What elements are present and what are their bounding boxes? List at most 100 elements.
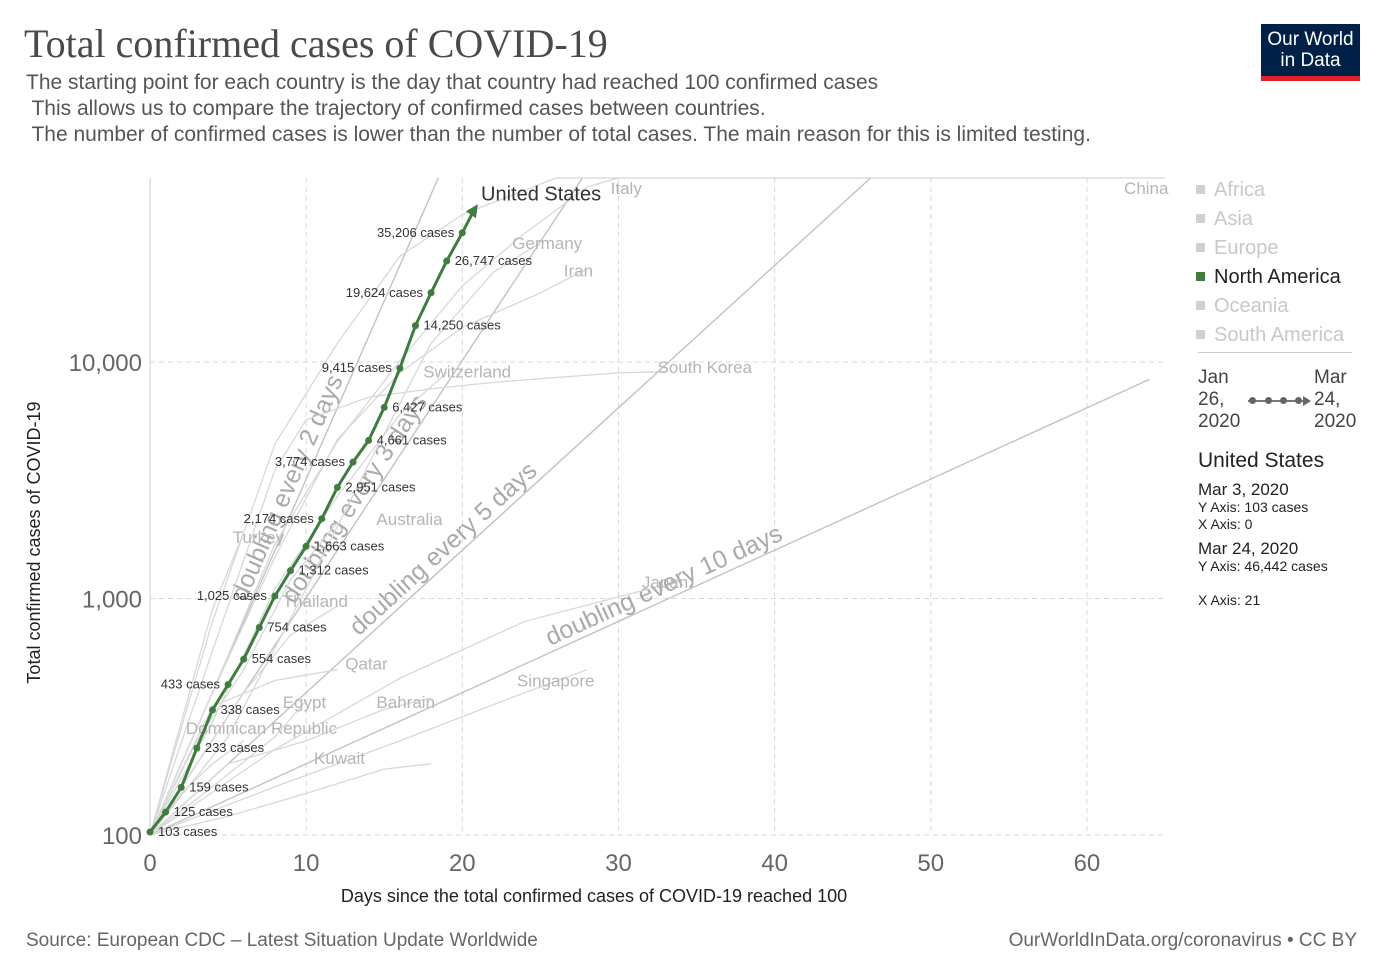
data-point [349, 458, 357, 466]
x-tick-label: 20 [449, 850, 476, 877]
data-label: 9,415 cases [322, 360, 393, 375]
x-tick-label: 10 [293, 850, 320, 877]
legend-label: Oceania [1214, 295, 1289, 317]
legend-label: Asia [1214, 208, 1253, 230]
series-line [149, 242, 541, 836]
series-line [149, 532, 245, 836]
timeline-start-day: 26, [1198, 389, 1225, 410]
highlight-arrowhead [465, 204, 478, 219]
data-label: 233 cases [205, 740, 265, 755]
owid-logo[interactable]: Our World in Data [1261, 24, 1360, 81]
subtitle-line-1: The starting point for each country is t… [26, 71, 879, 94]
timeline-end-label[interactable]: Mar 24, 2020 [1314, 367, 1374, 433]
doubling-line [149, 177, 872, 836]
legend-item-oceania[interactable]: Oceania [1196, 292, 1344, 321]
license-link[interactable]: OurWorldInData.org/coronavirus • CC BY [1008, 930, 1357, 951]
legend-item-south-america[interactable]: South America [1196, 321, 1344, 350]
series-label: South Korea [658, 358, 753, 377]
grid-lines [150, 178, 1165, 836]
series-label-united-states: United States [481, 184, 601, 206]
timeline-track[interactable] [1248, 400, 1308, 402]
legend-label: North America [1214, 266, 1341, 288]
series-label: Kuwait [314, 749, 365, 768]
series-line [149, 588, 650, 836]
data-point [255, 624, 263, 632]
series-label: Australia [376, 510, 443, 529]
legend-swatch [1196, 243, 1205, 252]
data-label: 1,025 cases [197, 588, 268, 603]
timeline-handle-end[interactable] [1303, 396, 1311, 406]
data-point [427, 289, 435, 297]
legend-divider [1198, 352, 1352, 353]
x-tick-label: 50 [917, 850, 944, 877]
data-label: 3,774 cases [275, 454, 346, 469]
data-point [162, 808, 170, 816]
data-label: 4,661 cases [377, 432, 448, 447]
timeline-handle-start[interactable] [1249, 397, 1256, 404]
logo-line-2: in Data [1280, 50, 1341, 71]
x-tick-label: 40 [761, 850, 788, 877]
data-point [193, 744, 201, 752]
legend-item-europe[interactable]: Europe [1196, 234, 1344, 263]
x-tick-label: 60 [1074, 850, 1101, 877]
highlighted-series: United States 103 cases 125 cases 159 cases… [146, 184, 601, 839]
data-label: 159 cases [189, 779, 249, 794]
series-label: Egypt [283, 693, 327, 712]
source-note[interactable]: Source: European CDC – Latest Situation … [26, 930, 538, 951]
y-tick-label: 100 [102, 823, 142, 850]
data-label: 554 cases [252, 651, 312, 666]
series-line [149, 763, 432, 836]
legend-item-africa[interactable]: Africa [1196, 176, 1344, 205]
x-axis-title: Days since the total confirmed cases of … [341, 886, 847, 906]
series-label: Bahrain [376, 693, 435, 712]
subtitle-line-3: The number of confirmed cases is lower t… [26, 123, 1091, 146]
data-point [365, 436, 373, 444]
timeline-start-year: 2020 [1198, 411, 1241, 432]
data-label: 433 cases [161, 676, 221, 691]
info-start-y: Y Axis: 103 cases [1198, 499, 1309, 515]
info-end-y: Y Axis: 46,442 cases [1198, 558, 1328, 574]
series-line [149, 521, 338, 836]
series-labels: China Italy Germany Iran Switzerland South Ko… [186, 179, 1169, 768]
legend-item-asia[interactable]: Asia [1196, 205, 1344, 234]
axes: 0 10 20 30 40 50 60 100 1,000 10,000 Days since th… [24, 178, 1100, 906]
data-point [224, 680, 232, 688]
series-line [149, 669, 588, 836]
series-label: Iran [564, 261, 593, 280]
series-label: China [1124, 179, 1169, 198]
background-series [149, 177, 1165, 836]
series-line [149, 177, 619, 836]
timeline-start-label[interactable]: Jan 26, 2020 [1198, 367, 1258, 433]
series-label: Thailand [283, 592, 348, 611]
legend-label: Europe [1214, 237, 1279, 259]
y-tick-label: 10,000 [69, 350, 142, 377]
data-point [271, 592, 279, 600]
data-label: 6,427 cases [392, 399, 463, 414]
series-line [149, 177, 1165, 836]
legend-item-north-america[interactable]: North America [1196, 263, 1344, 292]
data-label: 754 cases [267, 620, 327, 635]
legend-swatch [1196, 272, 1205, 281]
info-end-date: Mar 24, 2020 [1198, 539, 1299, 558]
data-point [240, 655, 248, 663]
series-label: Qatar [345, 655, 388, 674]
data-label: 26,747 cases [455, 253, 533, 268]
timeline-start-month: Jan [1198, 367, 1229, 388]
legend-swatch [1196, 214, 1205, 223]
info-start-x: X Axis: 0 [1198, 516, 1253, 532]
data-label: 35,206 cases [377, 225, 455, 240]
x-tick-label: 0 [143, 850, 156, 877]
data-label: 125 cases [174, 804, 234, 819]
legend-swatch [1196, 301, 1205, 310]
legend-swatch [1196, 185, 1205, 194]
series-label: Japan [642, 573, 688, 592]
x-tick-label: 30 [605, 850, 632, 877]
logo-line-1: Our World [1267, 29, 1354, 50]
data-point [380, 403, 388, 411]
timeline-end-day: 24, [1314, 389, 1341, 410]
data-label: 2,174 cases [244, 511, 315, 526]
series-line [149, 697, 432, 836]
series-label: Italy [611, 179, 643, 198]
data-label: 14,250 cases [423, 318, 501, 333]
